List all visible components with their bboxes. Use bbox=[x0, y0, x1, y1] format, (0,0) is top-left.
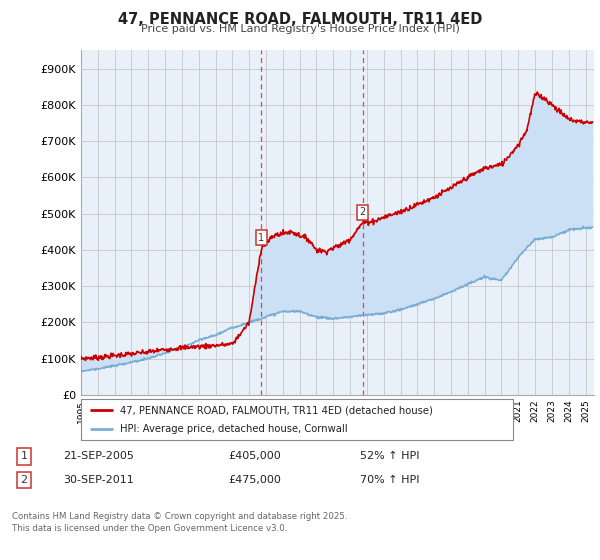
Text: £405,000: £405,000 bbox=[228, 451, 281, 461]
Text: £475,000: £475,000 bbox=[228, 475, 281, 485]
Text: 30-SEP-2011: 30-SEP-2011 bbox=[63, 475, 134, 485]
Text: 1: 1 bbox=[258, 233, 265, 243]
Text: 52% ↑ HPI: 52% ↑ HPI bbox=[360, 451, 419, 461]
Text: HPI: Average price, detached house, Cornwall: HPI: Average price, detached house, Corn… bbox=[120, 424, 347, 433]
Text: 47, PENNANCE ROAD, FALMOUTH, TR11 4ED: 47, PENNANCE ROAD, FALMOUTH, TR11 4ED bbox=[118, 12, 482, 27]
Text: 2: 2 bbox=[359, 207, 366, 217]
Text: 21-SEP-2005: 21-SEP-2005 bbox=[63, 451, 134, 461]
Text: 1: 1 bbox=[20, 451, 28, 461]
Text: Contains HM Land Registry data © Crown copyright and database right 2025.
This d: Contains HM Land Registry data © Crown c… bbox=[12, 512, 347, 533]
Text: 47, PENNANCE ROAD, FALMOUTH, TR11 4ED (detached house): 47, PENNANCE ROAD, FALMOUTH, TR11 4ED (d… bbox=[120, 405, 433, 415]
Text: 2: 2 bbox=[20, 475, 28, 485]
Text: 70% ↑ HPI: 70% ↑ HPI bbox=[360, 475, 419, 485]
Text: Price paid vs. HM Land Registry's House Price Index (HPI): Price paid vs. HM Land Registry's House … bbox=[140, 24, 460, 34]
